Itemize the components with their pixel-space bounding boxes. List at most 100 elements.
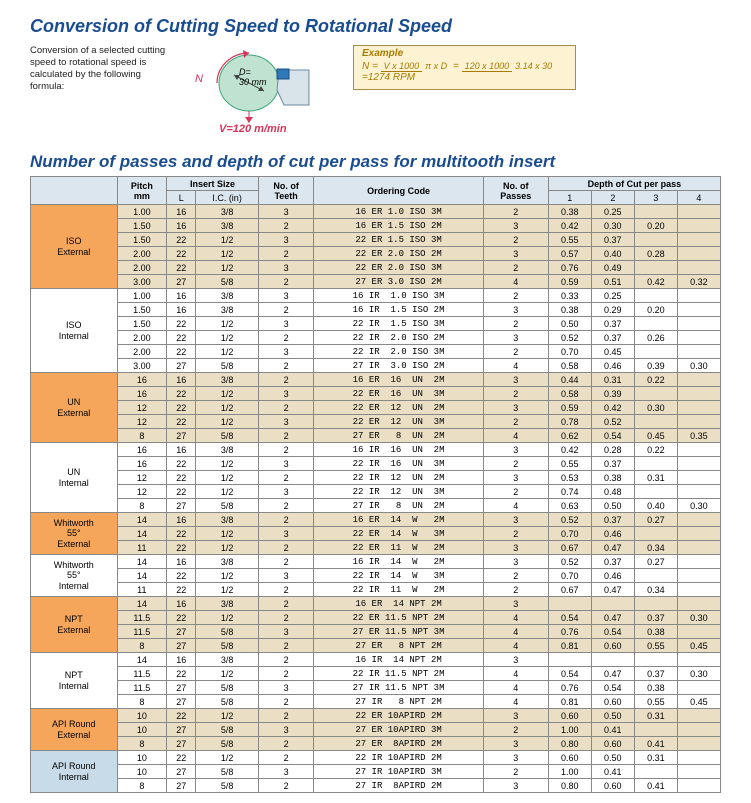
cell: 22 [167,583,196,597]
table-row: 12221/2322 IR 12 UN 3M20.740.48 [31,485,721,499]
group-label: ISOInternal [31,289,118,373]
depth-cell: 0.37 [591,233,634,247]
depth-cell [634,387,677,401]
cell: 1/2 [196,569,259,583]
cell: 3/8 [196,555,259,569]
table-row: NPTExternal14163/8216 ER 14 NPT 2M3 [31,597,721,611]
depth-cell: 0.55 [548,233,591,247]
depth-cell: 0.37 [591,317,634,331]
cell: 12 [117,485,167,499]
depth-cell: 0.46 [591,569,634,583]
depth-cell: 0.37 [591,555,634,569]
ordering-code: 16 ER 1.0 ISO 3M [314,205,483,219]
group-label: UNExternal [31,373,118,443]
depth-cell [677,345,720,359]
th-d4: 4 [677,191,720,205]
cell: 1/2 [196,541,259,555]
depth-cell: 0.45 [677,695,720,709]
cell: 1.50 [117,317,167,331]
depth-cell: 1.00 [548,723,591,737]
depth-cell: 0.80 [548,779,591,793]
ordering-code: 16 IR 14 NPT 2M [314,653,483,667]
depth-cell: 0.32 [677,275,720,289]
cell: 2 [483,583,548,597]
cell: 5/8 [196,625,259,639]
th-code: Ordering Code [314,177,483,205]
cell: 4 [483,499,548,513]
cutting-diagram: N D=30 mm V=120 m/min [189,45,339,140]
table-row: 14221/2322 ER 14 W 3M20.700.46 [31,527,721,541]
cell: 2 [483,345,548,359]
table-row: 1.50221/2322 IR 1.5 ISO 3M20.500.37 [31,317,721,331]
cell: 1.00 [117,289,167,303]
depth-cell: 0.42 [591,401,634,415]
depth-cell: 0.37 [591,331,634,345]
cell: 10 [117,723,167,737]
depth-cell: 0.41 [634,737,677,751]
cell: 2 [258,695,314,709]
ordering-code: 22 IR 11.5 NPT 2M [314,667,483,681]
cell: 2 [483,233,548,247]
th-d1: 1 [548,191,591,205]
depth-cell [677,247,720,261]
cell: 2 [483,485,548,499]
ordering-code: 27 IR 8APIRD 2M [314,779,483,793]
cell: 1/2 [196,667,259,681]
cell: 3 [258,317,314,331]
cell: 1.50 [117,303,167,317]
cell: 16 [167,289,196,303]
depth-cell: 0.42 [548,219,591,233]
cell: 16 [167,219,196,233]
cell: 2 [258,751,314,765]
depth-cell: 0.70 [548,527,591,541]
cell: 5/8 [196,275,259,289]
table-row: 3.00275/8227 ER 3.0 ISO 2M40.590.510.420… [31,275,721,289]
table-row: Whitworth55°Internal14163/8216 IR 14 W 2… [31,555,721,569]
cell: 14 [117,569,167,583]
depth-cell: 0.38 [548,303,591,317]
depth-cell [677,709,720,723]
depth-cell: 0.59 [548,275,591,289]
ordering-code: 27 ER 11.5 NPT 3M [314,625,483,639]
depth-cell: 0.59 [548,401,591,415]
depth-cell [677,457,720,471]
cell: 12 [117,415,167,429]
cell: 27 [167,275,196,289]
depth-cell: 0.37 [591,457,634,471]
depth-cell: 0.47 [591,611,634,625]
cell: 2.00 [117,331,167,345]
ordering-code: 22 ER 10APIRD 2M [314,709,483,723]
ordering-code: 16 ER 16 UN 2M [314,373,483,387]
depth-cell [677,597,720,611]
group-label: Whitworth55°External [31,513,118,555]
cell: 4 [483,639,548,653]
cell: 3 [483,737,548,751]
depth-cell: 0.37 [591,513,634,527]
ordering-code: 22 IR 14 W 3M [314,569,483,583]
ordering-code: 22 ER 12 UN 2M [314,401,483,415]
depth-cell [634,723,677,737]
cell: 3 [258,625,314,639]
cell: 3 [483,513,548,527]
depth-cell: 0.58 [548,359,591,373]
cell: 10 [117,709,167,723]
cell: 16 [117,373,167,387]
cell: 16 [117,443,167,457]
depth-cell: 0.31 [634,751,677,765]
cell: 16 [117,457,167,471]
table-row: 2.00221/2222 IR 2.0 ISO 2M30.520.370.26 [31,331,721,345]
depth-cell: 0.30 [591,219,634,233]
depth-cell [634,653,677,667]
depth-cell [677,233,720,247]
depth-cell: 0.54 [591,625,634,639]
depth-cell: 0.50 [591,499,634,513]
depth-cell: 0.54 [548,667,591,681]
cell: 3 [483,303,548,317]
cell: 5/8 [196,681,259,695]
cell: 11.5 [117,667,167,681]
table-row: 11221/2222 IR 11 W 2M20.670.470.34 [31,583,721,597]
depth-cell [591,597,634,611]
ordering-code: 22 IR 10APIRD 2M [314,751,483,765]
cell: 1/2 [196,317,259,331]
depth-cell [634,569,677,583]
